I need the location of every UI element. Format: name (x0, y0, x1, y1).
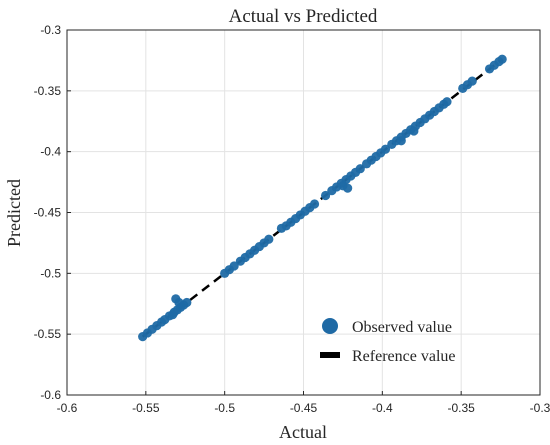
y-tick-label: -0.45 (34, 206, 62, 220)
chart-title: Actual vs Predicted (229, 6, 378, 27)
data-point (309, 199, 320, 209)
legend: Observed value Reference value (320, 318, 455, 365)
data-point (442, 97, 452, 107)
x-tick-label: -0.3 (530, 401, 550, 415)
data-point (174, 297, 184, 308)
data-point (409, 126, 419, 136)
data-point (355, 164, 365, 174)
x-tick-labels: -0.6 -0.55 -0.5 -0.45 -0.4 -0.35 -0.3 (57, 401, 550, 415)
x-tick-label: -0.4 (372, 401, 393, 415)
x-axis-title: Actual (279, 422, 327, 442)
observed-points (138, 54, 507, 342)
data-point (343, 183, 353, 193)
x-tick-label: -0.45 (290, 401, 318, 415)
x-tick-label: -0.6 (57, 401, 78, 415)
legend-marker-observed (322, 318, 338, 334)
legend-label-reference: Reference value (352, 348, 455, 365)
data-point (467, 76, 477, 86)
data-point (168, 310, 178, 320)
data-point (182, 297, 192, 308)
y-tick-label: -0.4 (40, 145, 61, 159)
y-tick-label: -0.3 (40, 23, 61, 37)
data-point (380, 144, 391, 154)
data-point (396, 136, 406, 146)
y-axis-title: Predicted (4, 179, 24, 247)
data-point (320, 190, 331, 201)
x-tick-label: -0.55 (132, 401, 160, 415)
legend-label-observed: Observed value (352, 319, 452, 336)
x-tick-label: -0.5 (214, 401, 235, 415)
data-point (229, 261, 239, 271)
y-tick-label: -0.35 (34, 84, 62, 98)
x-tick-label: -0.35 (447, 401, 475, 415)
data-point (497, 54, 507, 64)
data-point (264, 234, 274, 244)
plot-frame (66, 29, 541, 396)
y-tick-label: -0.5 (40, 266, 61, 280)
legend-marker-reference (320, 352, 340, 358)
y-tick-label: -0.55 (34, 327, 62, 341)
y-tick-labels: -0.6 -0.55 -0.5 -0.45 -0.4 -0.35 -0.3 (34, 23, 62, 402)
y-tick-label: -0.6 (40, 388, 61, 402)
